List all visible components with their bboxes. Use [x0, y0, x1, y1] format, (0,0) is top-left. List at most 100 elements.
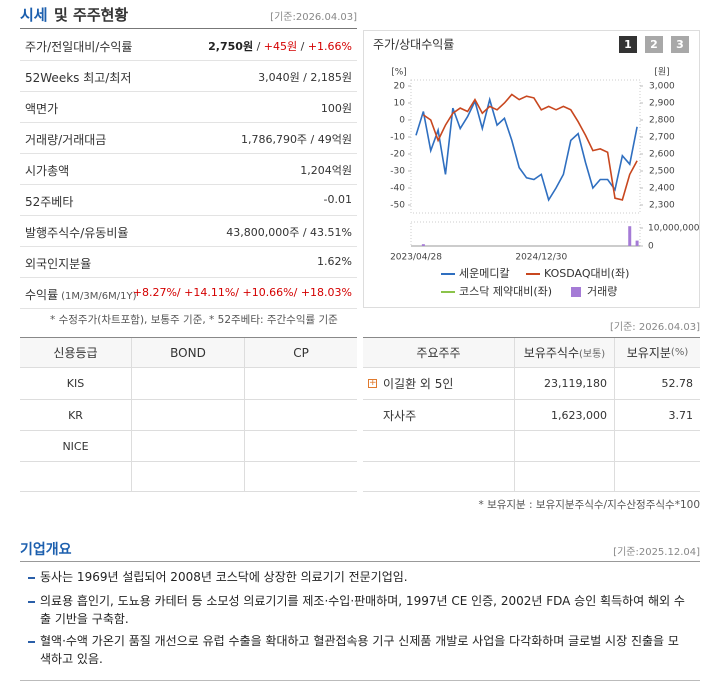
overview-item: 의료용 흡인기, 도뇨용 카테터 등 소모성 의료기기를 제조·수입·판매하며,… — [40, 594, 685, 626]
quote-value-part: 100원 — [320, 102, 352, 115]
expand-icon: + — [368, 378, 377, 388]
overview-item: 혈액·수액 가온기 품질 개선으로 유럽 수출을 확대하고 혈관접속용 기구 신… — [40, 634, 679, 666]
section-title-rest: 및 주주현황 — [54, 6, 129, 24]
chart-button-label: 1 — [624, 38, 632, 51]
credit-cell — [132, 368, 245, 400]
credit-cell — [245, 431, 357, 462]
credit-cell: KR — [20, 400, 132, 431]
quote-row: 주가/전일대비/수익률 2,750원 / +45원 / +1.66% — [20, 30, 357, 61]
bullet-dash — [28, 601, 35, 603]
quote-label: 52주베타 — [25, 195, 74, 209]
divider — [20, 337, 357, 338]
volume-tick-label: 0 — [648, 242, 654, 252]
chart-button[interactable] — [619, 36, 637, 53]
quote-value-part: +45원 — [263, 40, 298, 53]
chart-button[interactable] — [645, 36, 663, 53]
volume-bar — [635, 240, 639, 246]
quote-value: 1.62% — [317, 255, 352, 268]
volume-bar — [421, 244, 425, 246]
y-tick-label: -40 — [390, 184, 405, 194]
quote-value-part: / — [253, 40, 264, 53]
quote-row: 액면가 100원 — [20, 92, 357, 123]
y2-tick-label: 2,700 — [649, 133, 675, 143]
holders-value: 52.78 — [661, 377, 694, 390]
holders-header: 보유주식수 — [523, 346, 579, 360]
holders-cell: 52.78 — [615, 368, 700, 400]
holders-cell: 자사주 — [363, 400, 515, 431]
line-series — [422, 93, 638, 201]
holders-value: 23,119,180 — [544, 377, 607, 390]
quote-value-part: 1,204억원 — [300, 164, 352, 177]
bullet-dash — [28, 641, 35, 643]
quote-value: -0.01 — [324, 193, 352, 206]
quote-label: 수익률 (1M/3M/6M/1Y) — [25, 288, 137, 302]
credit-cell — [132, 431, 245, 462]
credit-cell: NICE — [20, 431, 132, 462]
quote-row: 외국인지분율 1.62% — [20, 247, 357, 278]
footnote: * 수정주가(차트포함), 보통주 기준, * 52주베타: 주간수익률 기준 — [50, 314, 338, 326]
y-tick-label: -10 — [390, 133, 405, 143]
holders-cell: 23,119,180 — [515, 368, 615, 400]
y-tick-label: -50 — [390, 201, 405, 211]
quote-row: 거래량/거래대금 1,786,790주 / 49억원 — [20, 123, 357, 154]
chart-button[interactable] — [671, 36, 689, 53]
legend-label: 세운메디칼 — [459, 267, 510, 280]
legend-label: KOSDAQ대비(좌) — [544, 267, 629, 280]
quote-value: 3,040원 / 2,185원 — [258, 69, 352, 85]
quote-value-part: -0.01 — [323, 193, 352, 206]
credit-cell — [245, 400, 357, 431]
holders-cell: 1,623,000 — [515, 400, 615, 431]
holders-header: 주요주주 — [416, 346, 461, 360]
holders-cell — [515, 431, 615, 462]
legend-label: 거래량 — [587, 285, 617, 298]
quote-label: 거래량/거래대금 — [25, 133, 107, 147]
holders-value: 자사주 — [383, 408, 417, 423]
divider — [20, 680, 700, 681]
x-tick-label: 2023/04/28 — [390, 253, 442, 263]
quote-row: 52Weeks 최고/최저 3,040원 / 2,185원 — [20, 61, 357, 92]
legend-marker — [571, 287, 581, 297]
holders-cell — [515, 462, 615, 492]
quote-value-part: +8.27%/ +14.11%/ +10.66%/ +18.03% — [132, 286, 352, 299]
y2-tick-label: 2,800 — [649, 116, 675, 126]
holders-header-note: (보통) — [579, 349, 606, 360]
y2-tick-label: 2,300 — [649, 201, 675, 211]
chart-panel — [363, 30, 700, 308]
line-series — [415, 96, 638, 202]
holders-cell — [363, 462, 515, 492]
date-label: [기준:2026.04.03] — [270, 12, 357, 23]
quote-value: +8.27%/ +14.11%/ +10.66%/ +18.03% — [133, 286, 352, 299]
quote-label: 발행주식수/유동비율 — [25, 226, 129, 240]
quote-row: 52주베타 -0.01 — [20, 185, 357, 216]
y2-tick-label: 2,900 — [649, 99, 675, 109]
y2-tick-label: 3,000 — [649, 82, 675, 92]
chart-button-label: 2 — [650, 38, 658, 51]
credit-cell: 신용등급 — [20, 338, 132, 368]
holders-cell — [615, 462, 700, 492]
overview-item: 동사는 1969년 설립되어 2008년 코스닥에 상장한 의료기기 전문기업임… — [40, 570, 408, 584]
footnote: * 보유지분 : 보유지분주식수/지수산정주식수*100 — [478, 499, 700, 511]
plot-frame — [410, 79, 641, 214]
holders-cell: + 이길환 외 5인 — [363, 368, 515, 400]
credit-cell: BOND — [132, 338, 245, 368]
holders-cell: 보유주식수 (보통) — [515, 338, 615, 368]
holders-header: 보유지분 — [626, 346, 671, 360]
section-title: 기업개요 — [20, 542, 72, 558]
chart-title: 주가/상대수익률 — [373, 38, 454, 52]
credit-header: 신용등급 — [53, 346, 98, 360]
quote-label-note: (1M/3M/6M/1Y) — [61, 291, 137, 302]
chart-button-label: 3 — [676, 38, 684, 51]
y2-tick-label: 2,500 — [649, 167, 675, 177]
credit-cell — [20, 462, 132, 492]
y2-tick-label: 2,400 — [649, 184, 675, 194]
holders-cell — [615, 431, 700, 462]
quote-label: 52Weeks 최고/최저 — [25, 71, 132, 85]
credit-cell: KIS — [20, 368, 132, 400]
credit-cell — [245, 368, 357, 400]
quote-value: 1,204억원 — [300, 162, 352, 178]
chart: 주가/상대수익률 1 2 3 [%] [원] 20 10 0 -10 -20 -30 -40 -50 3,0… — [373, 36, 700, 298]
credit-cell — [132, 400, 245, 431]
y-tick-label: -20 — [390, 150, 405, 160]
quote-value: 100원 — [321, 100, 352, 116]
